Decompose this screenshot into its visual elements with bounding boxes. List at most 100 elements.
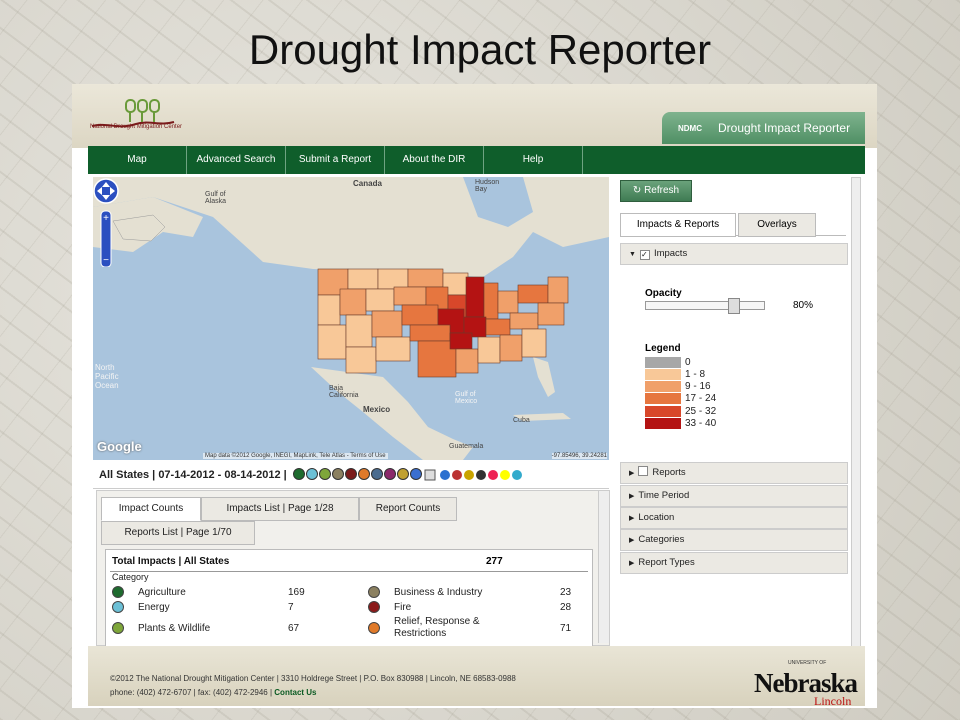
impact-row-business-industry: Business & Industry 23 <box>368 586 571 598</box>
tab-impacts-reports[interactable]: Impacts & Reports <box>620 213 736 237</box>
tab-reports-list[interactable]: Reports List | Page 1/70 <box>101 521 255 545</box>
row-name: Relief, Response & Restrictions <box>394 616 480 639</box>
row-count: 71 <box>560 622 572 634</box>
overlay-icons[interactable] <box>423 468 523 482</box>
category-filter-dot[interactable] <box>292 467 305 480</box>
nav-advanced-search[interactable]: Advanced Search <box>187 146 286 174</box>
map-label-north-pacific: North Pacific Ocean <box>95 363 119 390</box>
impact-row-plants-wildlife: Plants & Wildlife 67 <box>112 622 299 634</box>
reports-checkbox[interactable] <box>638 466 649 476</box>
map-drawing <box>93 177 609 460</box>
impacts-total: 277 <box>486 556 503 567</box>
legend-row: 0 <box>645 356 691 368</box>
category-filter-dot[interactable] <box>318 467 331 480</box>
site-header: National Drought Mitigation Center NDMC … <box>72 84 877 148</box>
side-panel: ↻ Refresh Impacts & Reports Overlays ▼ ✓ I… <box>617 177 850 649</box>
category-filter-dot[interactable] <box>357 467 370 480</box>
tab-impact-counts[interactable]: Impact Counts <box>101 497 201 521</box>
section-label: Time Period <box>638 490 690 501</box>
google-logo[interactable]: Google <box>97 439 142 454</box>
tab-report-counts[interactable]: Report Counts <box>359 497 457 521</box>
university-label: UNIVERSITY OF <box>788 660 827 666</box>
lincoln-label: Lincoln <box>814 694 852 708</box>
category-filter-dots[interactable] <box>292 467 423 483</box>
lower-panel-scrollbar[interactable] <box>598 491 609 643</box>
website-screenshot: National Drought Mitigation Center NDMC … <box>72 84 877 708</box>
nebraska-logo[interactable]: Nebraska <box>754 668 858 698</box>
ndmc-logo-icon[interactable] <box>88 92 178 136</box>
section-impacts[interactable]: ▼ ✓ Impacts <box>620 243 848 265</box>
svg-text:−: − <box>103 255 109 266</box>
impact-row-relief: Relief, Response & Restrictions 71 <box>368 616 571 640</box>
legend-swatch <box>645 356 681 368</box>
legend-swatch <box>645 393 681 405</box>
legend-row: 17 - 24 <box>645 393 716 405</box>
legend-swatch <box>645 405 681 417</box>
section-time-period[interactable]: ▶ Time Period <box>620 485 848 507</box>
nav-submit-report[interactable]: Submit a Report <box>286 146 385 174</box>
legend-row: 9 - 16 <box>645 381 711 393</box>
map-label-guatemala: Guatemala <box>449 443 484 450</box>
site-title: Drought Impact Reporter <box>718 121 851 135</box>
row-name: Fire <box>394 601 412 613</box>
ndmc-label: NDMC <box>678 123 702 133</box>
opacity-slider-thumb[interactable] <box>728 298 741 314</box>
impact-row-energy: Energy 7 <box>112 601 294 613</box>
main-nav: Map Advanced Search Submit a Report Abou… <box>88 146 865 174</box>
agriculture-dot-icon <box>112 586 124 598</box>
impact-map[interactable]: + − Canada Hudson Bay Gulf of Alaska Nor… <box>93 177 609 460</box>
row-name: Business & Industry <box>394 586 483 598</box>
contact-us-link[interactable]: Contact Us <box>274 688 317 697</box>
florida-land <box>533 357 555 397</box>
site-title-tab: NDMC Drought Impact Reporter <box>662 112 865 144</box>
section-categories[interactable]: ▶ Categories <box>620 529 848 551</box>
energy-dot-icon <box>112 601 124 613</box>
hudson-bay <box>463 177 533 227</box>
svg-text:+: + <box>103 213 109 224</box>
map-pan-zoom-control[interactable]: + − <box>93 177 119 267</box>
section-report-types[interactable]: ▶ Report Types <box>620 552 848 574</box>
legend-label-text: 9 - 16 <box>685 381 711 393</box>
map-attribution[interactable]: Map data ©2012 Google, INEGI, MapLink, T… <box>203 453 388 459</box>
section-label: Categories <box>638 534 685 545</box>
nav-about[interactable]: About the DIR <box>385 146 484 174</box>
section-label: Reports <box>652 467 686 478</box>
impacts-checkbox[interactable]: ✓ <box>639 250 650 260</box>
map-label-mexico: Mexico <box>363 405 391 414</box>
section-location[interactable]: ▶ Location <box>620 507 848 529</box>
tab-impacts-list[interactable]: Impacts List | Page 1/28 <box>201 497 359 521</box>
slide-title: Drought Impact Reporter <box>248 26 712 73</box>
row-count: 23 <box>560 586 572 598</box>
category-filter-dot[interactable] <box>370 467 383 480</box>
legend-label-text: 33 - 40 <box>685 418 717 429</box>
map-label-canada: Canada <box>353 179 382 188</box>
category-filter-dot[interactable] <box>331 467 344 480</box>
section-reports[interactable]: ▶ Reports <box>620 462 848 484</box>
tab-overlays[interactable]: Overlays <box>738 213 816 237</box>
business-dot-icon <box>368 586 380 598</box>
divider <box>110 571 588 572</box>
expanded-arrow-icon: ▼ <box>629 251 636 258</box>
alaska-state <box>112 214 166 242</box>
refresh-button[interactable]: ↻ Refresh <box>620 180 692 202</box>
footer-address: ©2012 The National Drought Mitigation Ce… <box>110 674 516 683</box>
legend-label: Legend <box>645 343 681 354</box>
collapsed-arrow-icon: ▶ <box>629 493 635 500</box>
category-filter-dot[interactable] <box>409 467 422 480</box>
category-filter-dot[interactable] <box>383 467 396 480</box>
category-filter-dot[interactable] <box>396 467 409 480</box>
side-panel-scrollbar[interactable] <box>851 177 861 649</box>
nav-map[interactable]: Map <box>88 146 187 174</box>
side-tabs: Impacts & Reports Overlays <box>620 209 846 237</box>
impact-row-agriculture: Agriculture 169 <box>112 586 305 598</box>
filter-summary: All States | 07-14-2012 - 08-14-2012 | <box>99 469 287 481</box>
category-filter-dot[interactable] <box>305 467 318 480</box>
category-filter-dot[interactable] <box>344 467 357 480</box>
opacity-slider[interactable] <box>645 298 765 314</box>
collapsed-arrow-icon: ▶ <box>629 515 635 522</box>
legend-label-text: 25 - 32 <box>685 405 717 417</box>
nav-help[interactable]: Help <box>484 146 583 174</box>
filter-bar: All States | 07-14-2012 - 08-14-2012 | <box>93 462 609 489</box>
collapsed-arrow-icon: ▶ <box>629 537 635 544</box>
footer-phone: phone: (402) 472-6707 | fax: (402) 472-2… <box>110 688 273 697</box>
